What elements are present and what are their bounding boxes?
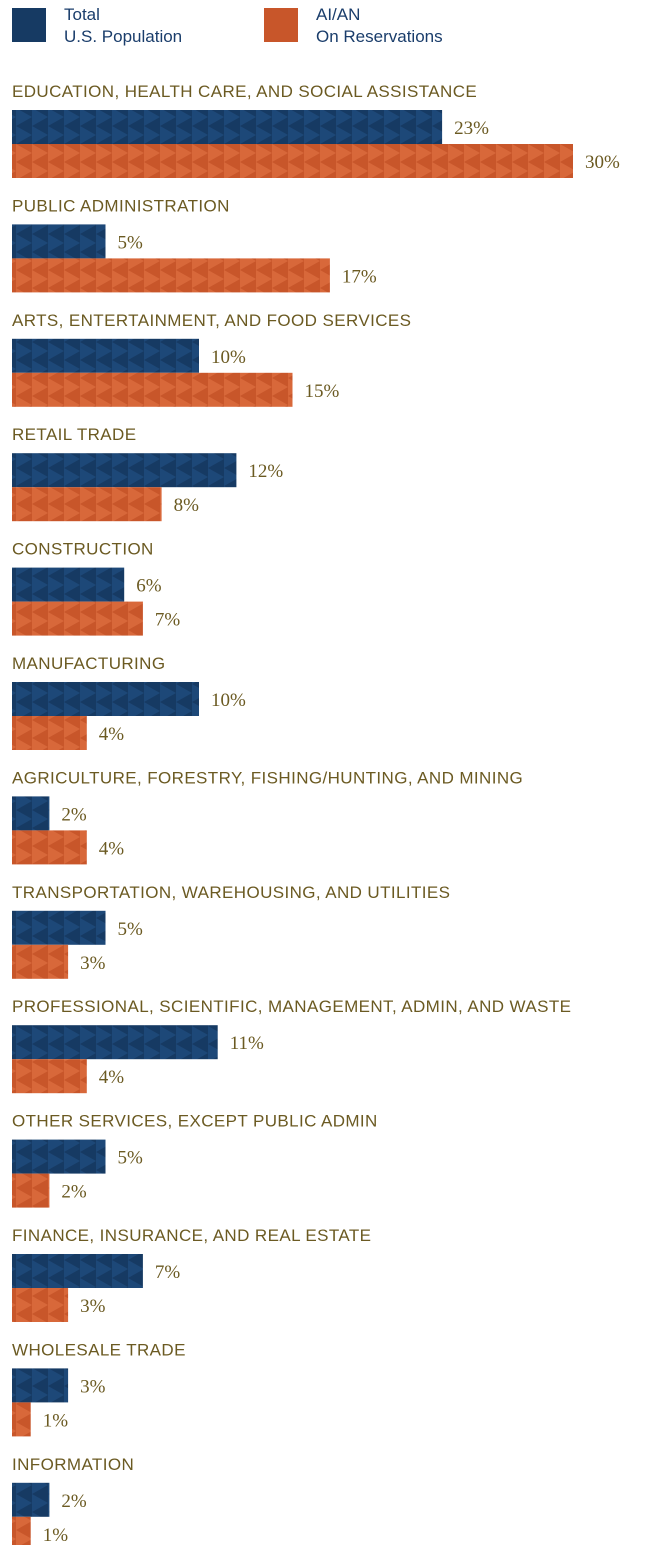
category-label-agriculture-forestry-fishing-hunting-and-mining: AGRICULTURE, FORESTRY, FISHING/HUNTING, … xyxy=(12,768,523,787)
category-label-information: INFORMATION xyxy=(12,1455,134,1474)
value-label-total-agriculture-forestry-fishing-hunting-and-mining: 2% xyxy=(61,804,87,825)
value-label-aian-finance-insurance-and-real-estate: 3% xyxy=(80,1296,106,1317)
legend-label-aian-line2: On Reservations xyxy=(316,27,443,46)
value-label-aian-professional-scientific-management-admin-and-waste: 4% xyxy=(99,1067,125,1088)
legend-label-total-line2: U.S. Population xyxy=(64,27,183,46)
value-label-aian-construction: 7% xyxy=(155,610,181,631)
value-label-total-wholesale-trade: 3% xyxy=(80,1376,106,1397)
bar-aian-finance-insurance-and-real-estate xyxy=(12,1288,69,1322)
category-label-manufacturing: MANUFACTURING xyxy=(12,654,165,673)
bar-total-agriculture-forestry-fishing-hunting-and-mining xyxy=(12,796,50,831)
value-label-aian-arts-entertainment-and-food-services: 15% xyxy=(305,381,340,402)
bar-total-public-administration xyxy=(12,224,106,259)
category-label-public-administration: PUBLIC ADMINISTRATION xyxy=(12,196,230,215)
bar-aian-other-services-except-public-admin xyxy=(12,1173,50,1208)
bar-total-arts-entertainment-and-food-services xyxy=(12,338,199,373)
value-label-total-education-health-care-and-social-assistance: 23% xyxy=(454,118,489,139)
bar-total-information xyxy=(12,1482,50,1517)
legend-swatch-aian xyxy=(264,8,298,42)
value-label-total-professional-scientific-management-admin-and-waste: 11% xyxy=(230,1033,264,1054)
bar-total-manufacturing xyxy=(12,682,199,716)
bar-total-education-health-care-and-social-assistance xyxy=(12,110,443,144)
bar-total-other-services-except-public-admin xyxy=(12,1139,106,1174)
value-label-total-transportation-warehousing-and-utilities: 5% xyxy=(118,919,144,940)
bar-aian-wholesale-trade xyxy=(12,1402,31,1437)
value-label-aian-wholesale-trade: 1% xyxy=(43,1410,68,1431)
bar-aian-manufacturing xyxy=(12,716,87,750)
legend-label-total-line1: Total xyxy=(64,5,100,24)
value-label-aian-education-health-care-and-social-assistance: 30% xyxy=(585,152,620,173)
value-label-aian-transportation-warehousing-and-utilities: 3% xyxy=(80,953,106,974)
bar-aian-public-administration xyxy=(12,258,330,293)
value-label-aian-other-services-except-public-admin: 2% xyxy=(61,1182,87,1203)
value-label-aian-manufacturing: 4% xyxy=(99,724,125,745)
value-label-total-finance-insurance-and-real-estate: 7% xyxy=(155,1262,181,1283)
legend-swatch-total xyxy=(12,8,46,42)
value-label-aian-retail-trade: 8% xyxy=(174,495,200,516)
category-label-arts-entertainment-and-food-services: ARTS, ENTERTAINMENT, AND FOOD SERVICES xyxy=(12,311,411,330)
bar-total-finance-insurance-and-real-estate xyxy=(12,1254,143,1288)
category-label-other-services-except-public-admin: OTHER SERVICES, EXCEPT PUBLIC ADMIN xyxy=(12,1112,378,1131)
legend-label-total: Total U.S. Population xyxy=(64,4,182,48)
category-label-professional-scientific-management-admin-and-waste: PROFESSIONAL, SCIENTIFIC, MANAGEMENT, AD… xyxy=(12,997,571,1016)
value-label-total-manufacturing: 10% xyxy=(211,690,246,711)
legend-item-total: Total U.S. Population xyxy=(12,4,182,48)
category-label-finance-insurance-and-real-estate: FINANCE, INSURANCE, AND REAL ESTATE xyxy=(12,1226,371,1245)
bar-aian-transportation-warehousing-and-utilities xyxy=(12,944,69,979)
bar-total-retail-trade xyxy=(12,453,237,488)
legend-item-aian: AI/AN On Reservations xyxy=(264,4,443,48)
value-label-aian-public-administration: 17% xyxy=(342,266,377,287)
bar-total-construction xyxy=(12,567,125,602)
value-label-aian-agriculture-forestry-fishing-hunting-and-mining: 4% xyxy=(99,838,125,859)
bar-total-transportation-warehousing-and-utilities xyxy=(12,910,106,945)
bar-aian-agriculture-forestry-fishing-hunting-and-mining xyxy=(12,830,87,865)
value-label-total-retail-trade: 12% xyxy=(248,461,283,482)
bar-aian-information xyxy=(12,1516,31,1545)
value-label-total-other-services-except-public-admin: 5% xyxy=(118,1148,144,1169)
bar-aian-education-health-care-and-social-assistance xyxy=(12,144,573,178)
bar-aian-professional-scientific-management-admin-and-waste xyxy=(12,1059,87,1094)
bar-total-professional-scientific-management-admin-and-waste xyxy=(12,1025,218,1060)
value-label-total-arts-entertainment-and-food-services: 10% xyxy=(211,347,246,368)
bar-aian-arts-entertainment-and-food-services xyxy=(12,372,293,407)
bar-total-wholesale-trade xyxy=(12,1368,69,1403)
bar-aian-construction xyxy=(12,601,143,636)
category-label-education-health-care-and-social-assistance: EDUCATION, HEALTH CARE, AND SOCIAL ASSIS… xyxy=(12,82,477,101)
legend-label-aian-line1: AI/AN xyxy=(316,5,361,24)
category-label-wholesale-trade: WHOLESALE TRADE xyxy=(12,1340,186,1359)
legend-label-aian: AI/AN On Reservations xyxy=(316,4,443,48)
category-label-transportation-warehousing-and-utilities: TRANSPORTATION, WAREHOUSING, AND UTILITI… xyxy=(12,883,450,902)
bar-aian-retail-trade xyxy=(12,487,162,522)
value-label-total-information: 2% xyxy=(61,1491,87,1512)
value-label-aian-information: 1% xyxy=(43,1525,68,1545)
legend: Total U.S. Population AI/AN On Reservati… xyxy=(0,0,649,60)
value-label-total-construction: 6% xyxy=(136,576,162,597)
value-label-total-public-administration: 5% xyxy=(118,232,144,253)
category-label-construction: CONSTRUCTION xyxy=(12,540,154,559)
category-label-retail-trade: RETAIL TRADE xyxy=(12,425,136,444)
